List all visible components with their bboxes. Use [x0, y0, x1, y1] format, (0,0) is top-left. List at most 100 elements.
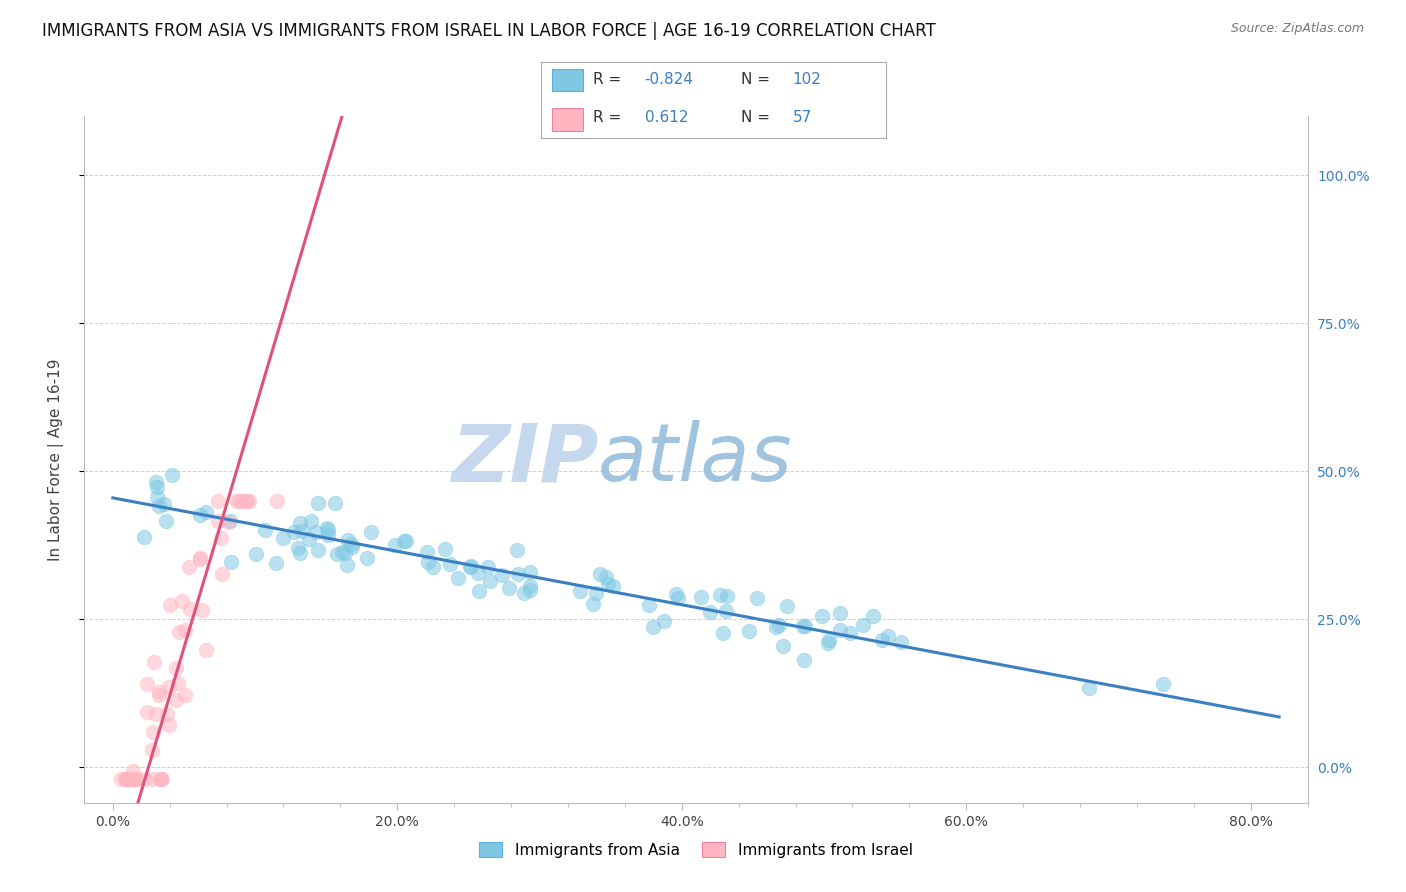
Point — [666, 591, 689, 605]
Point — [316, 520, 339, 534]
Point — [1078, 681, 1101, 696]
Point — [506, 542, 529, 557]
Point — [316, 523, 339, 537]
Point — [117, 772, 139, 786]
Text: N =: N = — [741, 72, 770, 87]
Point — [416, 545, 439, 559]
Point — [253, 523, 276, 537]
Point — [422, 560, 444, 574]
Point — [316, 528, 339, 542]
Point — [266, 493, 288, 508]
Point — [149, 772, 172, 786]
Point — [479, 574, 502, 588]
Point — [665, 587, 688, 601]
Point — [120, 772, 142, 786]
Point — [150, 772, 173, 786]
Point — [115, 772, 138, 786]
Point — [775, 599, 797, 613]
Point — [142, 772, 165, 786]
Point — [714, 604, 737, 618]
Point — [165, 692, 187, 706]
Point — [337, 533, 360, 547]
Point — [114, 772, 136, 786]
Point — [811, 609, 834, 624]
Point — [711, 625, 734, 640]
Point — [231, 493, 253, 508]
Text: atlas: atlas — [598, 420, 793, 499]
Point — [236, 493, 259, 508]
Point — [134, 772, 156, 786]
Point — [506, 566, 529, 581]
Point — [207, 493, 229, 508]
Point — [207, 514, 229, 528]
Point — [165, 660, 187, 674]
Point — [384, 538, 406, 552]
Point — [141, 724, 163, 739]
Point — [877, 629, 900, 643]
Legend: Immigrants from Asia, Immigrants from Israel: Immigrants from Asia, Immigrants from Is… — [474, 836, 918, 863]
Point — [195, 643, 218, 657]
Point — [145, 490, 167, 504]
Point — [209, 532, 232, 546]
Point — [519, 582, 541, 597]
Point — [188, 508, 211, 523]
Point — [709, 588, 731, 602]
Point — [122, 772, 145, 786]
Point — [839, 625, 862, 640]
Point — [652, 615, 675, 629]
Text: ZIP: ZIP — [451, 420, 598, 499]
Point — [115, 772, 138, 786]
Text: IMMIGRANTS FROM ASIA VS IMMIGRANTS FROM ISRAEL IN LABOR FORCE | AGE 16-19 CORREL: IMMIGRANTS FROM ASIA VS IMMIGRANTS FROM … — [42, 22, 936, 40]
Point — [287, 541, 309, 556]
Point — [519, 565, 541, 579]
Text: Source: ZipAtlas.com: Source: ZipAtlas.com — [1230, 22, 1364, 36]
Point — [156, 706, 179, 721]
Point — [392, 534, 415, 549]
Point — [323, 496, 346, 510]
FancyBboxPatch shape — [551, 69, 582, 91]
Point — [148, 684, 170, 698]
Point — [460, 560, 482, 574]
Text: N =: N = — [741, 111, 770, 125]
Point — [768, 617, 790, 632]
Point — [152, 497, 174, 511]
Point — [136, 705, 159, 719]
Point — [288, 546, 311, 560]
Text: 57: 57 — [793, 111, 813, 125]
Point — [174, 688, 197, 702]
Point — [122, 764, 145, 778]
Point — [569, 584, 592, 599]
Point — [1152, 677, 1174, 691]
Point — [155, 514, 177, 528]
Point — [219, 514, 242, 528]
Point — [325, 547, 347, 561]
Point — [468, 584, 491, 599]
Point — [146, 479, 169, 493]
Point — [416, 555, 439, 569]
Point — [690, 591, 713, 605]
Point — [699, 605, 721, 619]
Point — [298, 533, 321, 547]
Point — [716, 589, 738, 603]
Point — [305, 525, 328, 540]
Point — [342, 540, 364, 554]
Point — [288, 516, 311, 530]
Point — [872, 632, 894, 647]
Point — [122, 772, 145, 786]
Text: -0.824: -0.824 — [645, 72, 693, 87]
Point — [236, 493, 259, 508]
Point — [602, 579, 624, 593]
Point — [149, 772, 172, 786]
Point — [142, 655, 165, 669]
Point — [245, 547, 267, 561]
Point — [273, 531, 295, 545]
Point — [513, 586, 536, 600]
Point — [446, 571, 468, 585]
Point — [336, 558, 359, 572]
Point — [339, 536, 361, 550]
Point — [595, 570, 617, 584]
Text: 0.612: 0.612 — [645, 111, 688, 125]
Text: R =: R = — [593, 72, 621, 87]
Point — [589, 566, 612, 581]
Point — [638, 598, 661, 612]
